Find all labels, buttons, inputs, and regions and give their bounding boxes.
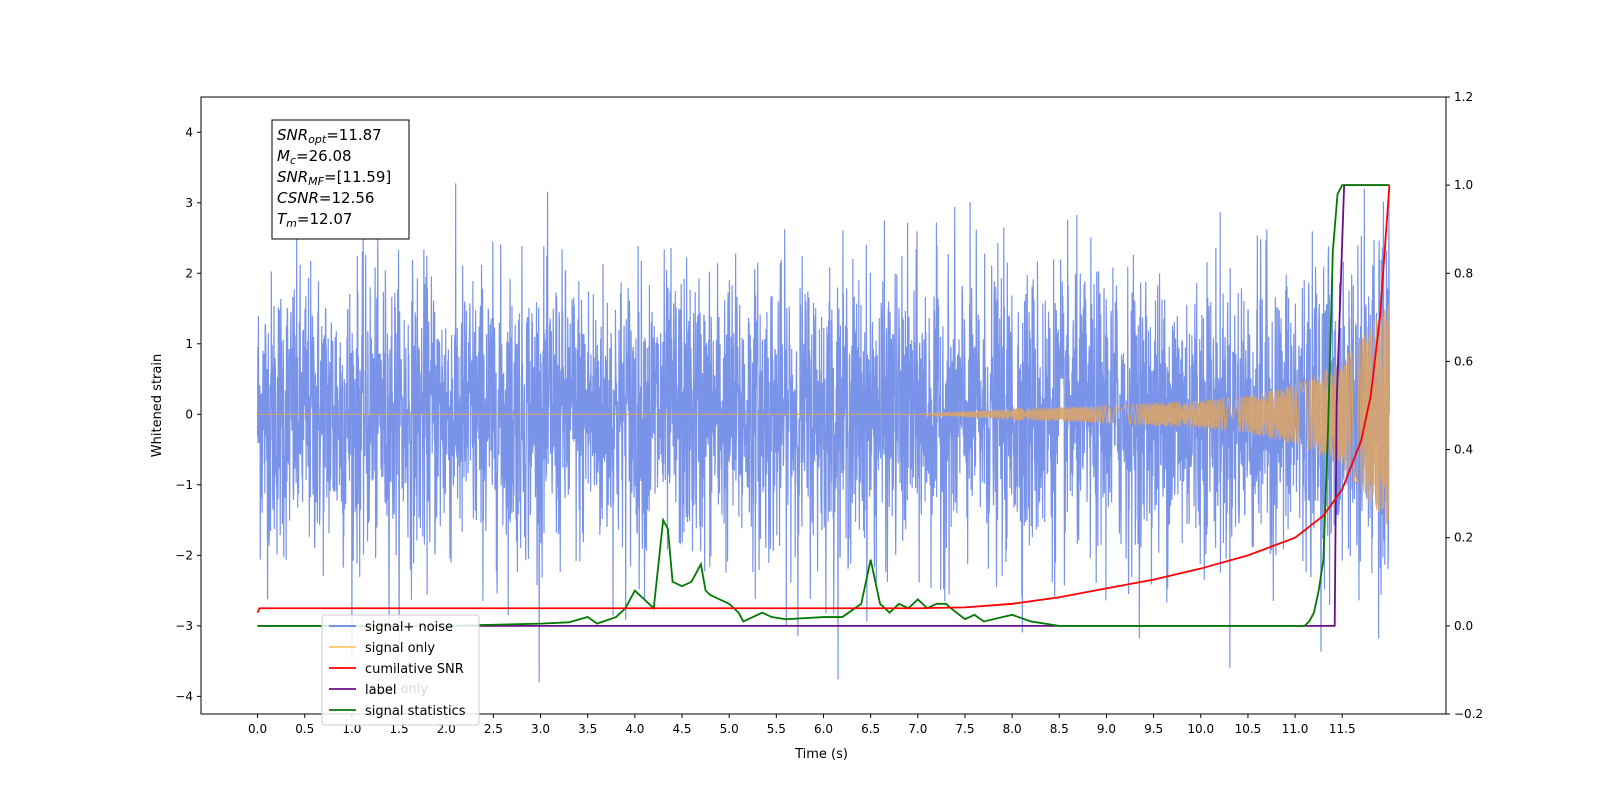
x-tick-label: 2.5 (484, 722, 503, 736)
series-signal-only (257, 303, 1391, 524)
x-tick-label: 10.5 (1235, 722, 1262, 736)
y-right-tick-label: 0.4 (1454, 443, 1473, 457)
y-tick-label: −3 (175, 619, 193, 633)
x-tick-label: 6.5 (861, 722, 880, 736)
x-axis-title: Time (s) (794, 747, 848, 762)
legend-label: cumilative SNR (365, 662, 464, 677)
axes-layer: 0.0 0.5 1.0 1.5 2.0 2.5 3.0 3.5 4.0 4.5 5.0 5.5 6.0 6… (150, 90, 1483, 762)
x-tick-label: 9.5 (1144, 722, 1163, 736)
series-cumulative-snr (256, 185, 1391, 613)
info-box: SNRopt=11.87Mc=26.08SNRMF=[11.59]CSNR=12… (271, 119, 410, 240)
x-tick-label: 7.5 (955, 722, 974, 736)
info-csnr: CSNR=12.56 (277, 189, 374, 207)
x-tick-label: 7.0 (908, 722, 927, 736)
legend-label: signal only (365, 641, 435, 656)
x-tick-label: 4.5 (672, 722, 691, 736)
y-tick-label: 3 (185, 196, 193, 210)
x-tick-label: 3.5 (578, 722, 597, 736)
y-tick-label: −4 (175, 689, 193, 703)
y-tick-label: 0 (185, 407, 193, 421)
y-tick-label: 4 (185, 125, 193, 139)
x-tick-label: 11.0 (1282, 722, 1309, 736)
info-mc: Mc=26.08 (277, 147, 352, 167)
legend: label only signal+ noise signal only cumila… (321, 614, 480, 726)
x-tick-label: 8.0 (1003, 722, 1022, 736)
legend-label: signal statistics (365, 704, 466, 719)
legend-frame (321, 614, 480, 726)
y-axis-title: Whitened strain (150, 354, 165, 457)
y-right-tick-label: 0.0 (1454, 619, 1473, 633)
info-snr-mf: SNRMF=[11.59] (277, 168, 391, 188)
y-right-tick-label: 0.8 (1454, 266, 1473, 280)
legend-label: label (365, 683, 396, 698)
y-right-tick-label: −0.2 (1454, 707, 1483, 721)
x-tick-label: 3.0 (531, 722, 550, 736)
y-tick-label: 2 (185, 266, 193, 280)
x-tick-label: 5.5 (767, 722, 786, 736)
y-right-tick-label: 1.2 (1454, 90, 1473, 104)
info-snr-opt: SNRopt=11.87 (277, 126, 382, 146)
y-right-tick-label: 0.6 (1454, 354, 1473, 368)
info-box-frame (271, 119, 410, 240)
x-tick-label: 6.0 (814, 722, 833, 736)
y-right-tick-label: 0.2 (1454, 531, 1473, 545)
x-tick-label: 11.5 (1329, 722, 1356, 736)
x-tick-label: 4.0 (625, 722, 644, 736)
info-tm: Tm=12.07 (277, 210, 352, 230)
y-right-tick-label: 1.0 (1454, 178, 1473, 192)
x-tick-label: 5.0 (720, 722, 739, 736)
plot-layer (256, 183, 1391, 683)
x-tick-label: 0.0 (248, 722, 267, 736)
y-tick-label: −1 (175, 478, 193, 492)
x-tick-label: 8.5 (1050, 722, 1069, 736)
x-tick-label: 0.5 (295, 722, 314, 736)
x-tick-label: 9.0 (1097, 722, 1116, 736)
legend-label: signal+ noise (365, 620, 453, 635)
x-tick-label: 10.0 (1187, 722, 1214, 736)
legend-ghost-text: label only (365, 682, 428, 697)
y-tick-label: 1 (185, 337, 193, 351)
y-tick-label: −2 (175, 548, 193, 562)
